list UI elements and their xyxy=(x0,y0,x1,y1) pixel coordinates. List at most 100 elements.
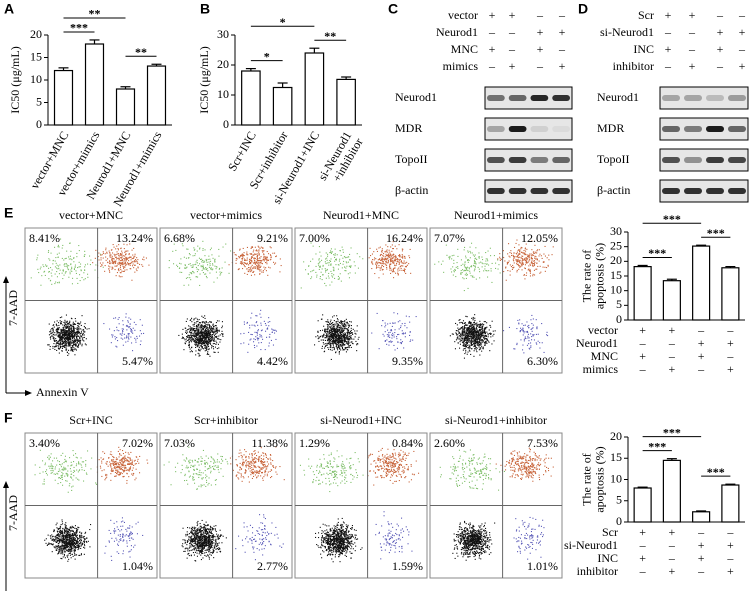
dot xyxy=(65,257,67,259)
dot xyxy=(204,341,206,343)
blot-band xyxy=(508,188,527,194)
dot xyxy=(478,345,480,347)
dot xyxy=(337,333,339,335)
dot xyxy=(535,256,537,258)
dot xyxy=(119,333,121,335)
dot xyxy=(65,337,67,339)
dot xyxy=(268,342,270,344)
dot xyxy=(382,333,384,335)
dot xyxy=(83,330,85,332)
dot xyxy=(139,335,141,337)
dot xyxy=(472,336,474,338)
dot xyxy=(213,340,215,342)
dot xyxy=(201,346,203,348)
dot xyxy=(265,267,267,269)
dot xyxy=(546,267,548,269)
dot xyxy=(109,266,111,268)
dot xyxy=(207,339,209,341)
dot xyxy=(468,335,470,337)
dot xyxy=(202,249,204,251)
dot xyxy=(201,259,203,261)
dot xyxy=(392,322,394,324)
dot xyxy=(83,255,85,257)
dot xyxy=(463,265,465,267)
dot xyxy=(56,328,58,330)
dot xyxy=(73,268,75,270)
dot xyxy=(111,336,113,338)
dot xyxy=(194,264,196,266)
dot xyxy=(404,325,406,327)
dot xyxy=(193,336,195,338)
dot xyxy=(328,321,330,323)
dot xyxy=(324,282,326,284)
dot xyxy=(536,343,538,345)
dot xyxy=(336,339,338,341)
dot xyxy=(235,262,237,264)
dot xyxy=(109,252,111,254)
dot xyxy=(371,261,373,263)
dot xyxy=(390,341,392,343)
dot xyxy=(346,347,348,349)
dot xyxy=(528,268,530,270)
dot xyxy=(173,243,175,245)
dot xyxy=(333,347,335,349)
condition-label: inhibitor xyxy=(613,59,654,73)
dot xyxy=(341,347,343,349)
dot xyxy=(118,244,120,246)
dot xyxy=(187,335,189,337)
significance-label: ** xyxy=(89,7,101,21)
dot xyxy=(141,324,143,326)
dot xyxy=(188,344,190,346)
panel-letter: E xyxy=(4,205,13,221)
dot xyxy=(55,338,57,340)
dot xyxy=(204,325,206,327)
dot xyxy=(84,254,86,256)
dot xyxy=(467,333,469,335)
dot xyxy=(207,334,209,336)
condition-label: vector xyxy=(448,8,478,22)
dot xyxy=(113,317,115,319)
dot xyxy=(59,340,61,342)
dot xyxy=(345,267,347,269)
dot xyxy=(280,265,282,267)
dot xyxy=(115,256,117,258)
dot xyxy=(57,346,59,348)
dot xyxy=(381,260,383,262)
dot xyxy=(211,335,213,337)
dot xyxy=(196,262,198,264)
dot xyxy=(201,329,203,331)
dot xyxy=(330,250,332,252)
dot xyxy=(478,256,480,258)
dot xyxy=(345,338,347,340)
dot xyxy=(458,337,460,339)
dot xyxy=(215,329,217,331)
dot xyxy=(547,264,549,266)
dot xyxy=(474,345,476,347)
dot xyxy=(250,259,252,261)
condition-sign: + xyxy=(639,349,646,363)
dot xyxy=(487,336,489,338)
dot xyxy=(518,260,520,262)
dot xyxy=(199,355,201,357)
dot xyxy=(196,324,198,326)
protein-label: TopoII xyxy=(395,152,427,166)
dot xyxy=(386,339,388,341)
dot xyxy=(244,262,246,264)
dot xyxy=(186,336,188,338)
dot xyxy=(139,330,141,332)
dot xyxy=(120,260,122,262)
dot xyxy=(130,259,132,261)
dot xyxy=(381,258,383,260)
dot xyxy=(520,246,522,248)
dot xyxy=(74,264,76,266)
dot xyxy=(189,254,191,256)
dot xyxy=(525,258,527,260)
dot xyxy=(544,245,546,247)
dot xyxy=(205,325,207,327)
dot xyxy=(94,269,96,271)
dot xyxy=(233,252,235,254)
dot xyxy=(337,338,339,340)
dot xyxy=(492,335,494,337)
dot xyxy=(326,332,328,334)
dot xyxy=(211,340,213,342)
